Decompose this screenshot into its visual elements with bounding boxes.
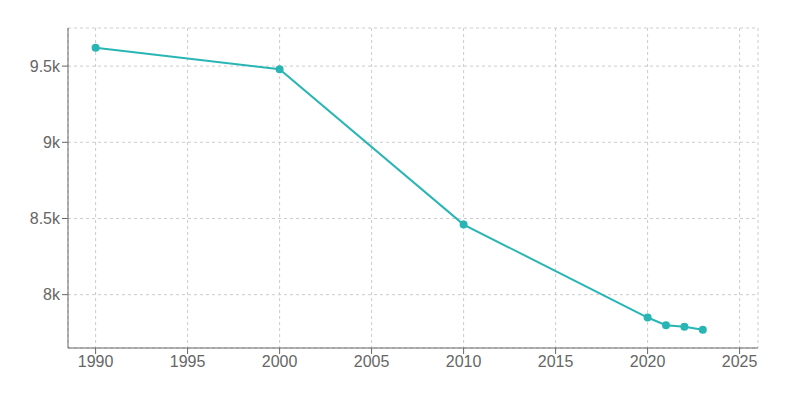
svg-text:8k: 8k: [43, 286, 61, 303]
svg-text:2000: 2000: [262, 353, 298, 370]
svg-text:2005: 2005: [354, 353, 390, 370]
svg-text:2025: 2025: [722, 353, 758, 370]
svg-text:2015: 2015: [538, 353, 574, 370]
svg-text:8.5k: 8.5k: [30, 210, 61, 227]
svg-text:9k: 9k: [43, 134, 61, 151]
svg-text:1995: 1995: [170, 353, 206, 370]
svg-text:2020: 2020: [630, 353, 666, 370]
svg-text:9.5k: 9.5k: [30, 58, 61, 75]
svg-text:1990: 1990: [78, 353, 114, 370]
svg-text:2010: 2010: [446, 353, 482, 370]
